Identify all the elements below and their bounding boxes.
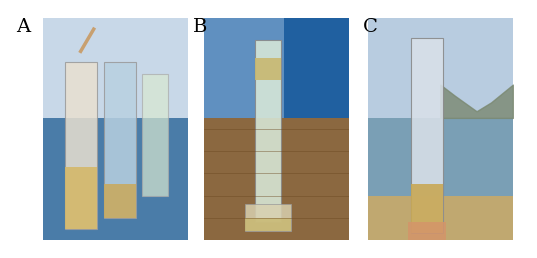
FancyBboxPatch shape	[245, 218, 291, 231]
FancyBboxPatch shape	[411, 184, 443, 233]
FancyBboxPatch shape	[284, 18, 349, 196]
FancyBboxPatch shape	[204, 118, 349, 240]
FancyBboxPatch shape	[104, 62, 136, 218]
FancyBboxPatch shape	[64, 62, 97, 229]
Text: B: B	[193, 18, 208, 36]
FancyBboxPatch shape	[43, 18, 188, 240]
FancyBboxPatch shape	[64, 167, 97, 229]
FancyBboxPatch shape	[368, 118, 513, 196]
Text: A: A	[16, 18, 30, 36]
FancyBboxPatch shape	[409, 222, 446, 240]
Text: C: C	[362, 18, 378, 36]
FancyBboxPatch shape	[104, 184, 136, 218]
FancyBboxPatch shape	[368, 18, 513, 118]
FancyBboxPatch shape	[411, 38, 443, 233]
FancyBboxPatch shape	[43, 118, 188, 240]
FancyBboxPatch shape	[204, 18, 349, 118]
FancyBboxPatch shape	[245, 204, 291, 231]
FancyBboxPatch shape	[142, 74, 168, 196]
FancyBboxPatch shape	[255, 40, 281, 222]
FancyBboxPatch shape	[255, 58, 281, 80]
FancyBboxPatch shape	[368, 196, 513, 240]
